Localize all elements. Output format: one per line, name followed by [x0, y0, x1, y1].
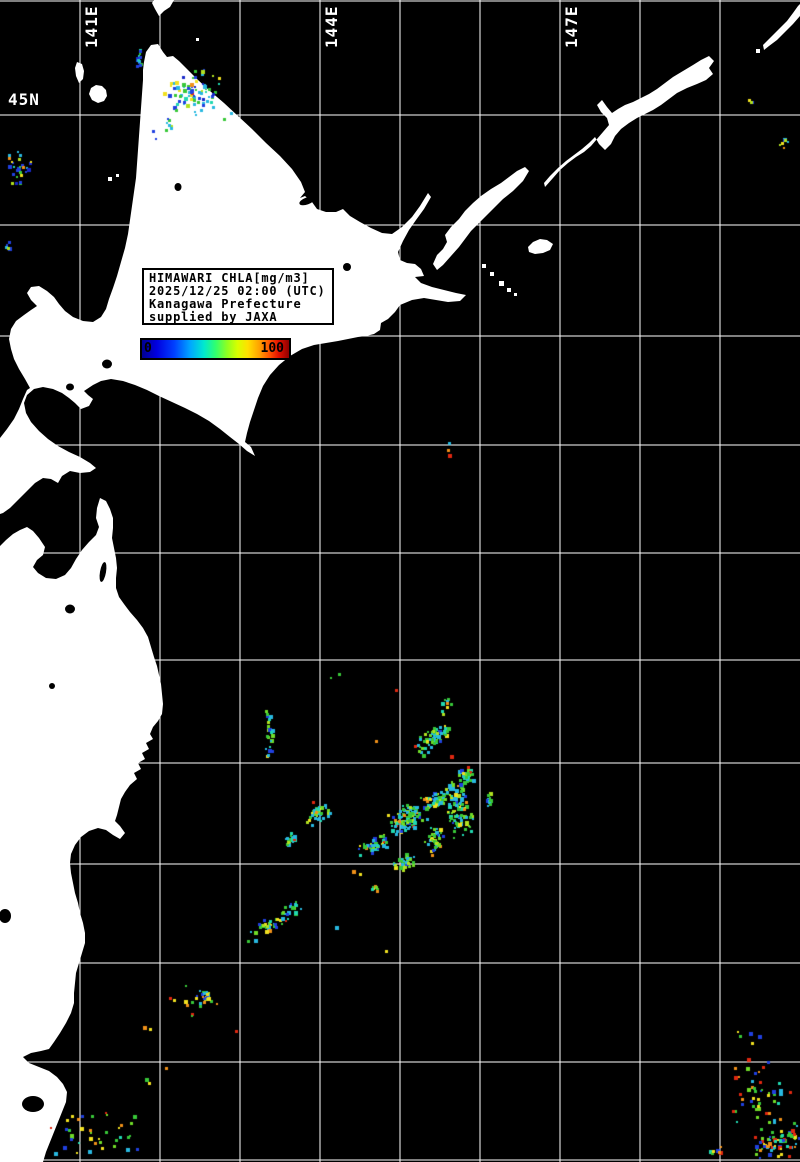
lon-label: 147E [562, 5, 581, 48]
colorbar-max-label: 100 [260, 341, 284, 356]
lat-label: 45N [8, 90, 40, 109]
lon-label: 141E [82, 5, 101, 48]
info-box-line: HIMAWARI CHLA[mg/m3] [149, 271, 310, 285]
info-box-line: Kanagawa Prefecture [149, 297, 302, 311]
info-box: HIMAWARI CHLA[mg/m3] 2025/12/25 02:00 (UT… [142, 268, 334, 325]
colorbar: 0 100 [140, 338, 291, 360]
colorbar-min-label: 0 [144, 341, 152, 356]
lon-label: 144E [322, 5, 341, 48]
info-box-line: 2025/12/25 02:00 (UTC) [149, 284, 326, 298]
info-box-line: supplied by JAXA [149, 310, 278, 324]
colorbar-gradient [142, 340, 289, 358]
